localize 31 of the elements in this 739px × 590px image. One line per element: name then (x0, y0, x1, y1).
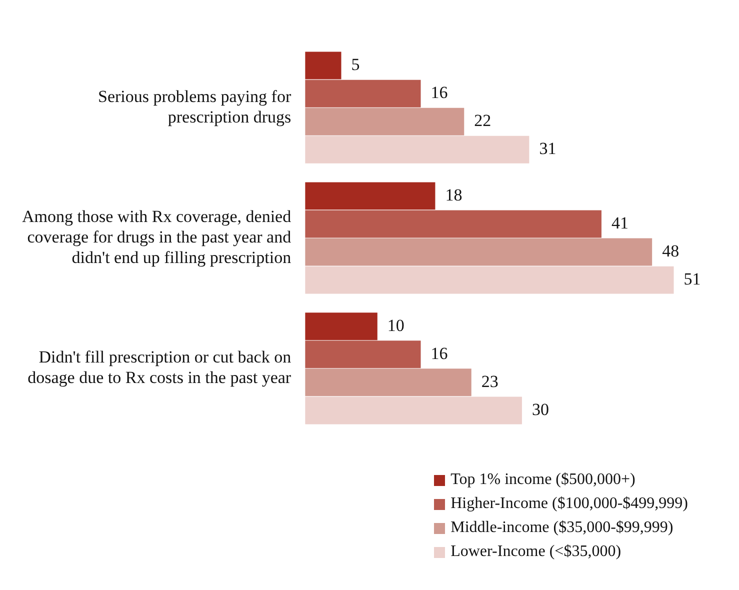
bar (305, 108, 464, 136)
bar (305, 52, 342, 80)
legend-label: Lower-Income (<$35,000) (450, 542, 622, 562)
data-label: 18 (445, 185, 462, 204)
data-label: 31 (539, 139, 556, 158)
legend-label: Middle-income ($35,000-$99,999) (450, 518, 674, 538)
data-label: 5 (351, 55, 360, 74)
data-label: 16 (430, 83, 448, 102)
data-label: 23 (481, 372, 498, 391)
data-label: 22 (474, 111, 492, 130)
bar (305, 266, 674, 294)
legend-label: Higher-Income ($100,000-$499,999) (450, 494, 688, 514)
bar (305, 238, 652, 266)
bar (305, 368, 472, 396)
data-label: 48 (662, 241, 680, 260)
bar (305, 312, 378, 340)
bar (305, 396, 522, 424)
y-tick-label: Among those with Rx coverage, denied coverage for drugs in the past year and didn't end up filling prescription (22, 207, 292, 267)
data-label: 10 (387, 316, 404, 335)
data-label: 41 (611, 213, 628, 232)
y-tick-label: Didn't fill prescription or cut back on dosage due to Rx costs in the past year (28, 348, 292, 388)
bar (305, 340, 421, 368)
legend-label: Top 1% income ($500,000+) (450, 470, 636, 490)
bar (305, 80, 421, 108)
data-label: 30 (532, 400, 549, 419)
bar (305, 182, 436, 210)
bar (305, 136, 530, 164)
bar (305, 210, 602, 238)
data-label: 51 (684, 270, 701, 289)
data-label: 16 (430, 344, 448, 363)
y-tick-label: Serious problems paying for prescription drugs (98, 86, 292, 126)
